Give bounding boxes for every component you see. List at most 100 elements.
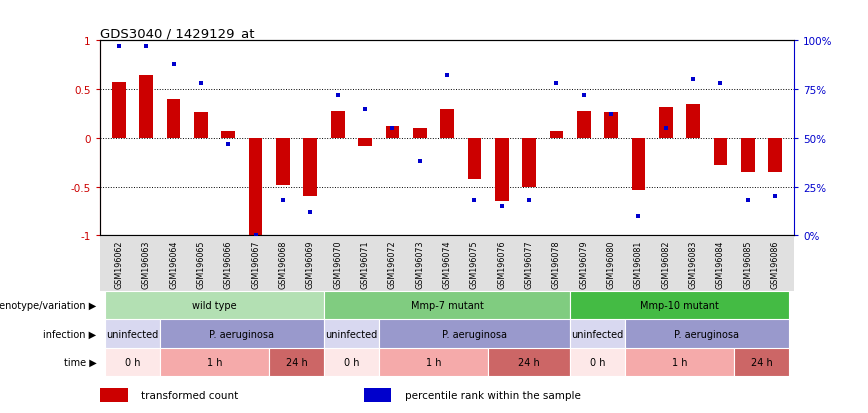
- Bar: [570, 292, 789, 320]
- Point: [522, 197, 536, 204]
- Text: uninfected: uninfected: [107, 329, 159, 339]
- Bar: [440, 109, 454, 139]
- Text: GSM196065: GSM196065: [196, 240, 206, 289]
- Point: [331, 93, 345, 99]
- Bar: [249, 139, 262, 236]
- Text: GSM196070: GSM196070: [333, 240, 342, 289]
- Bar: [495, 139, 509, 202]
- Point: [495, 203, 509, 210]
- Text: GSM196077: GSM196077: [524, 240, 534, 289]
- Text: GSM196083: GSM196083: [688, 240, 698, 289]
- Bar: [378, 348, 488, 376]
- Bar: [221, 132, 235, 139]
- Text: P. aeruginosa: P. aeruginosa: [674, 329, 740, 339]
- Text: GSM196082: GSM196082: [661, 240, 670, 289]
- Point: [194, 81, 208, 88]
- Text: uninfected: uninfected: [571, 329, 623, 339]
- Text: 24 h: 24 h: [751, 357, 773, 367]
- Point: [167, 62, 181, 68]
- Text: 0 h: 0 h: [344, 357, 359, 367]
- Text: Mmp-7 mutant: Mmp-7 mutant: [411, 301, 483, 311]
- Bar: [549, 132, 563, 139]
- Bar: [324, 320, 378, 348]
- Point: [304, 209, 318, 216]
- Text: P. aeruginosa: P. aeruginosa: [442, 329, 507, 339]
- Bar: [570, 348, 625, 376]
- Text: GSM196086: GSM196086: [771, 240, 779, 289]
- Bar: [741, 139, 754, 173]
- Bar: [324, 292, 570, 320]
- Text: GSM196079: GSM196079: [579, 240, 589, 289]
- Text: 24 h: 24 h: [286, 357, 307, 367]
- Bar: [570, 320, 625, 348]
- Bar: [632, 139, 645, 190]
- Bar: [523, 139, 536, 187]
- Bar: [112, 83, 126, 139]
- Bar: [160, 348, 269, 376]
- Bar: [105, 348, 160, 376]
- Text: wild type: wild type: [193, 301, 237, 311]
- Point: [140, 44, 154, 50]
- Point: [385, 126, 399, 132]
- Text: GSM196064: GSM196064: [169, 240, 178, 289]
- Bar: [194, 112, 207, 139]
- Bar: [625, 320, 789, 348]
- Bar: [604, 112, 618, 139]
- Bar: [364, 388, 391, 402]
- Text: 1 h: 1 h: [207, 357, 222, 367]
- Text: 24 h: 24 h: [518, 357, 540, 367]
- Bar: [304, 139, 317, 197]
- Text: GDS3040 / 1429129_at: GDS3040 / 1429129_at: [100, 27, 254, 40]
- Bar: [269, 348, 324, 376]
- Text: transformed count: transformed count: [141, 390, 239, 400]
- Bar: [385, 127, 399, 139]
- Text: GSM196076: GSM196076: [497, 240, 506, 289]
- Text: GSM196071: GSM196071: [360, 240, 370, 289]
- Text: GSM196062: GSM196062: [115, 240, 123, 289]
- Text: GSM196085: GSM196085: [743, 240, 753, 289]
- Text: GSM196075: GSM196075: [470, 240, 479, 289]
- Point: [276, 197, 290, 204]
- Point: [604, 112, 618, 119]
- Bar: [167, 100, 181, 139]
- Text: 0 h: 0 h: [125, 357, 141, 367]
- Text: GSM196068: GSM196068: [279, 240, 287, 289]
- Text: GSM196074: GSM196074: [443, 240, 451, 289]
- Bar: [734, 348, 789, 376]
- Text: time ▶: time ▶: [63, 357, 96, 367]
- Bar: [105, 320, 160, 348]
- Text: 0 h: 0 h: [589, 357, 605, 367]
- Bar: [659, 107, 673, 139]
- Bar: [105, 292, 324, 320]
- Text: uninfected: uninfected: [326, 329, 378, 339]
- Text: GSM196067: GSM196067: [251, 240, 260, 289]
- Point: [713, 81, 727, 88]
- Bar: [625, 348, 734, 376]
- Text: GSM196081: GSM196081: [634, 240, 643, 289]
- Point: [549, 81, 563, 88]
- Bar: [276, 139, 290, 185]
- Bar: [358, 139, 372, 146]
- Text: P. aeruginosa: P. aeruginosa: [209, 329, 274, 339]
- Bar: [160, 320, 324, 348]
- Text: GSM196072: GSM196072: [388, 240, 397, 289]
- Bar: [324, 348, 378, 376]
- Point: [740, 197, 754, 204]
- Text: Mmp-10 mutant: Mmp-10 mutant: [640, 301, 719, 311]
- Point: [659, 126, 673, 132]
- Point: [576, 93, 590, 99]
- Bar: [768, 139, 782, 173]
- Point: [440, 73, 454, 80]
- Point: [221, 141, 235, 148]
- Text: infection ▶: infection ▶: [43, 329, 96, 339]
- Point: [358, 106, 372, 113]
- Text: 1 h: 1 h: [425, 357, 441, 367]
- Point: [631, 213, 645, 220]
- Bar: [713, 139, 727, 166]
- Bar: [577, 112, 590, 139]
- Point: [686, 77, 700, 83]
- Text: GSM196066: GSM196066: [224, 240, 233, 289]
- Bar: [100, 388, 128, 402]
- Text: GSM196073: GSM196073: [415, 240, 424, 289]
- Bar: [140, 75, 153, 139]
